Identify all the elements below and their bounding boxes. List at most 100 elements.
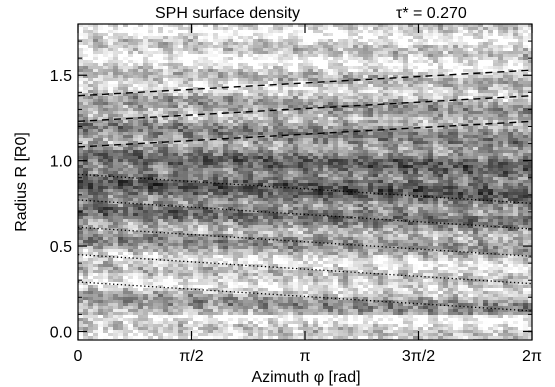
heatmap-cell	[323, 165, 329, 169]
heatmap-cell	[253, 126, 259, 130]
heatmap-cell	[433, 39, 439, 43]
heatmap-cell	[498, 102, 504, 106]
heatmap-cell	[83, 174, 89, 178]
heatmap-cell	[158, 69, 164, 73]
heatmap-cell	[333, 75, 339, 79]
heatmap-cell	[233, 69, 239, 73]
heatmap-cell	[483, 135, 489, 139]
heatmap-cell	[358, 66, 364, 70]
heatmap-cell	[263, 105, 269, 109]
heatmap-cell	[523, 108, 529, 112]
heatmap-cell	[498, 78, 504, 82]
heatmap-cell	[318, 69, 324, 73]
heatmap-cell	[108, 153, 114, 157]
heatmap-cell	[323, 117, 329, 121]
heatmap-cell	[368, 159, 374, 163]
heatmap-cell	[268, 75, 274, 79]
heatmap-cell	[468, 144, 474, 148]
heatmap-cell	[423, 120, 429, 124]
heatmap-cell	[108, 66, 114, 70]
heatmap-cell	[343, 132, 349, 136]
heatmap-cell	[408, 105, 414, 109]
heatmap-cell	[173, 153, 179, 157]
heatmap-cell	[468, 96, 474, 100]
heatmap-cell	[148, 69, 154, 73]
heatmap-cell	[83, 36, 89, 40]
heatmap-cell	[428, 42, 434, 46]
heatmap-cell	[418, 63, 424, 67]
heatmap-cell	[428, 162, 434, 166]
heatmap-cell	[438, 66, 444, 70]
heatmap-cell	[468, 48, 474, 52]
heatmap-cell	[138, 45, 144, 49]
heatmap-cell	[143, 105, 149, 109]
heatmap-cell	[148, 159, 154, 163]
heatmap-cell	[263, 72, 269, 76]
heatmap-cell	[268, 42, 274, 46]
heatmap-cell	[388, 66, 394, 70]
heatmap-cell	[518, 129, 524, 133]
heatmap-cell	[523, 48, 529, 52]
heatmap-cell	[518, 120, 524, 124]
heatmap-cell	[253, 144, 259, 148]
heatmap-cell	[203, 126, 209, 130]
heatmap-cell	[348, 84, 354, 88]
heatmap-cell	[523, 141, 529, 145]
heatmap-cell	[243, 45, 249, 49]
heatmap-cell	[433, 93, 439, 97]
heatmap-cell	[373, 93, 379, 97]
heatmap-cell	[273, 135, 279, 139]
heatmap-cell	[468, 162, 474, 166]
heatmap-cell	[193, 66, 199, 70]
heatmap-cell	[493, 117, 499, 121]
heatmap-cell	[398, 171, 404, 175]
heatmap-cell	[308, 123, 314, 127]
heatmap-cell	[373, 69, 379, 73]
heatmap-cell	[138, 183, 144, 187]
heatmap-cell	[508, 96, 514, 100]
heatmap-cell	[363, 117, 369, 121]
heatmap-cell	[163, 102, 169, 106]
heatmap-cell	[283, 84, 289, 88]
heatmap-cell	[498, 63, 504, 67]
heatmap-cell	[418, 186, 424, 190]
heatmap-cell	[503, 111, 509, 115]
heatmap-cell	[248, 72, 254, 76]
heatmap-cell	[263, 30, 269, 34]
heatmap-cell	[488, 171, 494, 175]
heatmap-cell	[463, 93, 469, 97]
heatmap-cell	[428, 63, 434, 67]
heatmap-cell	[398, 180, 404, 184]
heatmap-cell	[338, 153, 344, 157]
heatmap-cell	[388, 48, 394, 52]
heatmap-cell	[413, 138, 419, 142]
heatmap-cell	[528, 135, 532, 139]
heatmap-cell	[383, 177, 389, 181]
heatmap-cell	[118, 63, 124, 67]
heatmap-cell	[528, 162, 532, 166]
heatmap-cell	[243, 129, 249, 133]
heatmap-cell	[518, 147, 524, 151]
heatmap-cell	[398, 123, 404, 127]
heatmap-cell	[393, 153, 399, 157]
heatmap-cell	[183, 99, 189, 103]
heatmap-cell	[523, 54, 529, 58]
heatmap-cell	[243, 99, 249, 103]
heatmap-cell	[278, 147, 284, 151]
heatmap-cell	[503, 174, 509, 178]
heatmap-cell	[108, 138, 114, 142]
heatmap-cell	[508, 177, 514, 181]
heatmap-cell	[148, 36, 154, 40]
heatmap-cell	[423, 132, 429, 136]
heatmap-cell	[223, 147, 229, 151]
heatmap-cell	[433, 78, 439, 82]
heatmap-cell	[138, 60, 144, 64]
heatmap-cell	[138, 186, 144, 190]
heatmap-cell	[343, 75, 349, 79]
heatmap-cell	[373, 132, 379, 136]
heatmap-cell	[418, 135, 424, 139]
heatmap-cell	[78, 171, 84, 175]
heatmap-cell	[368, 141, 374, 145]
heatmap-cell	[103, 36, 109, 40]
heatmap-cell	[83, 180, 89, 184]
